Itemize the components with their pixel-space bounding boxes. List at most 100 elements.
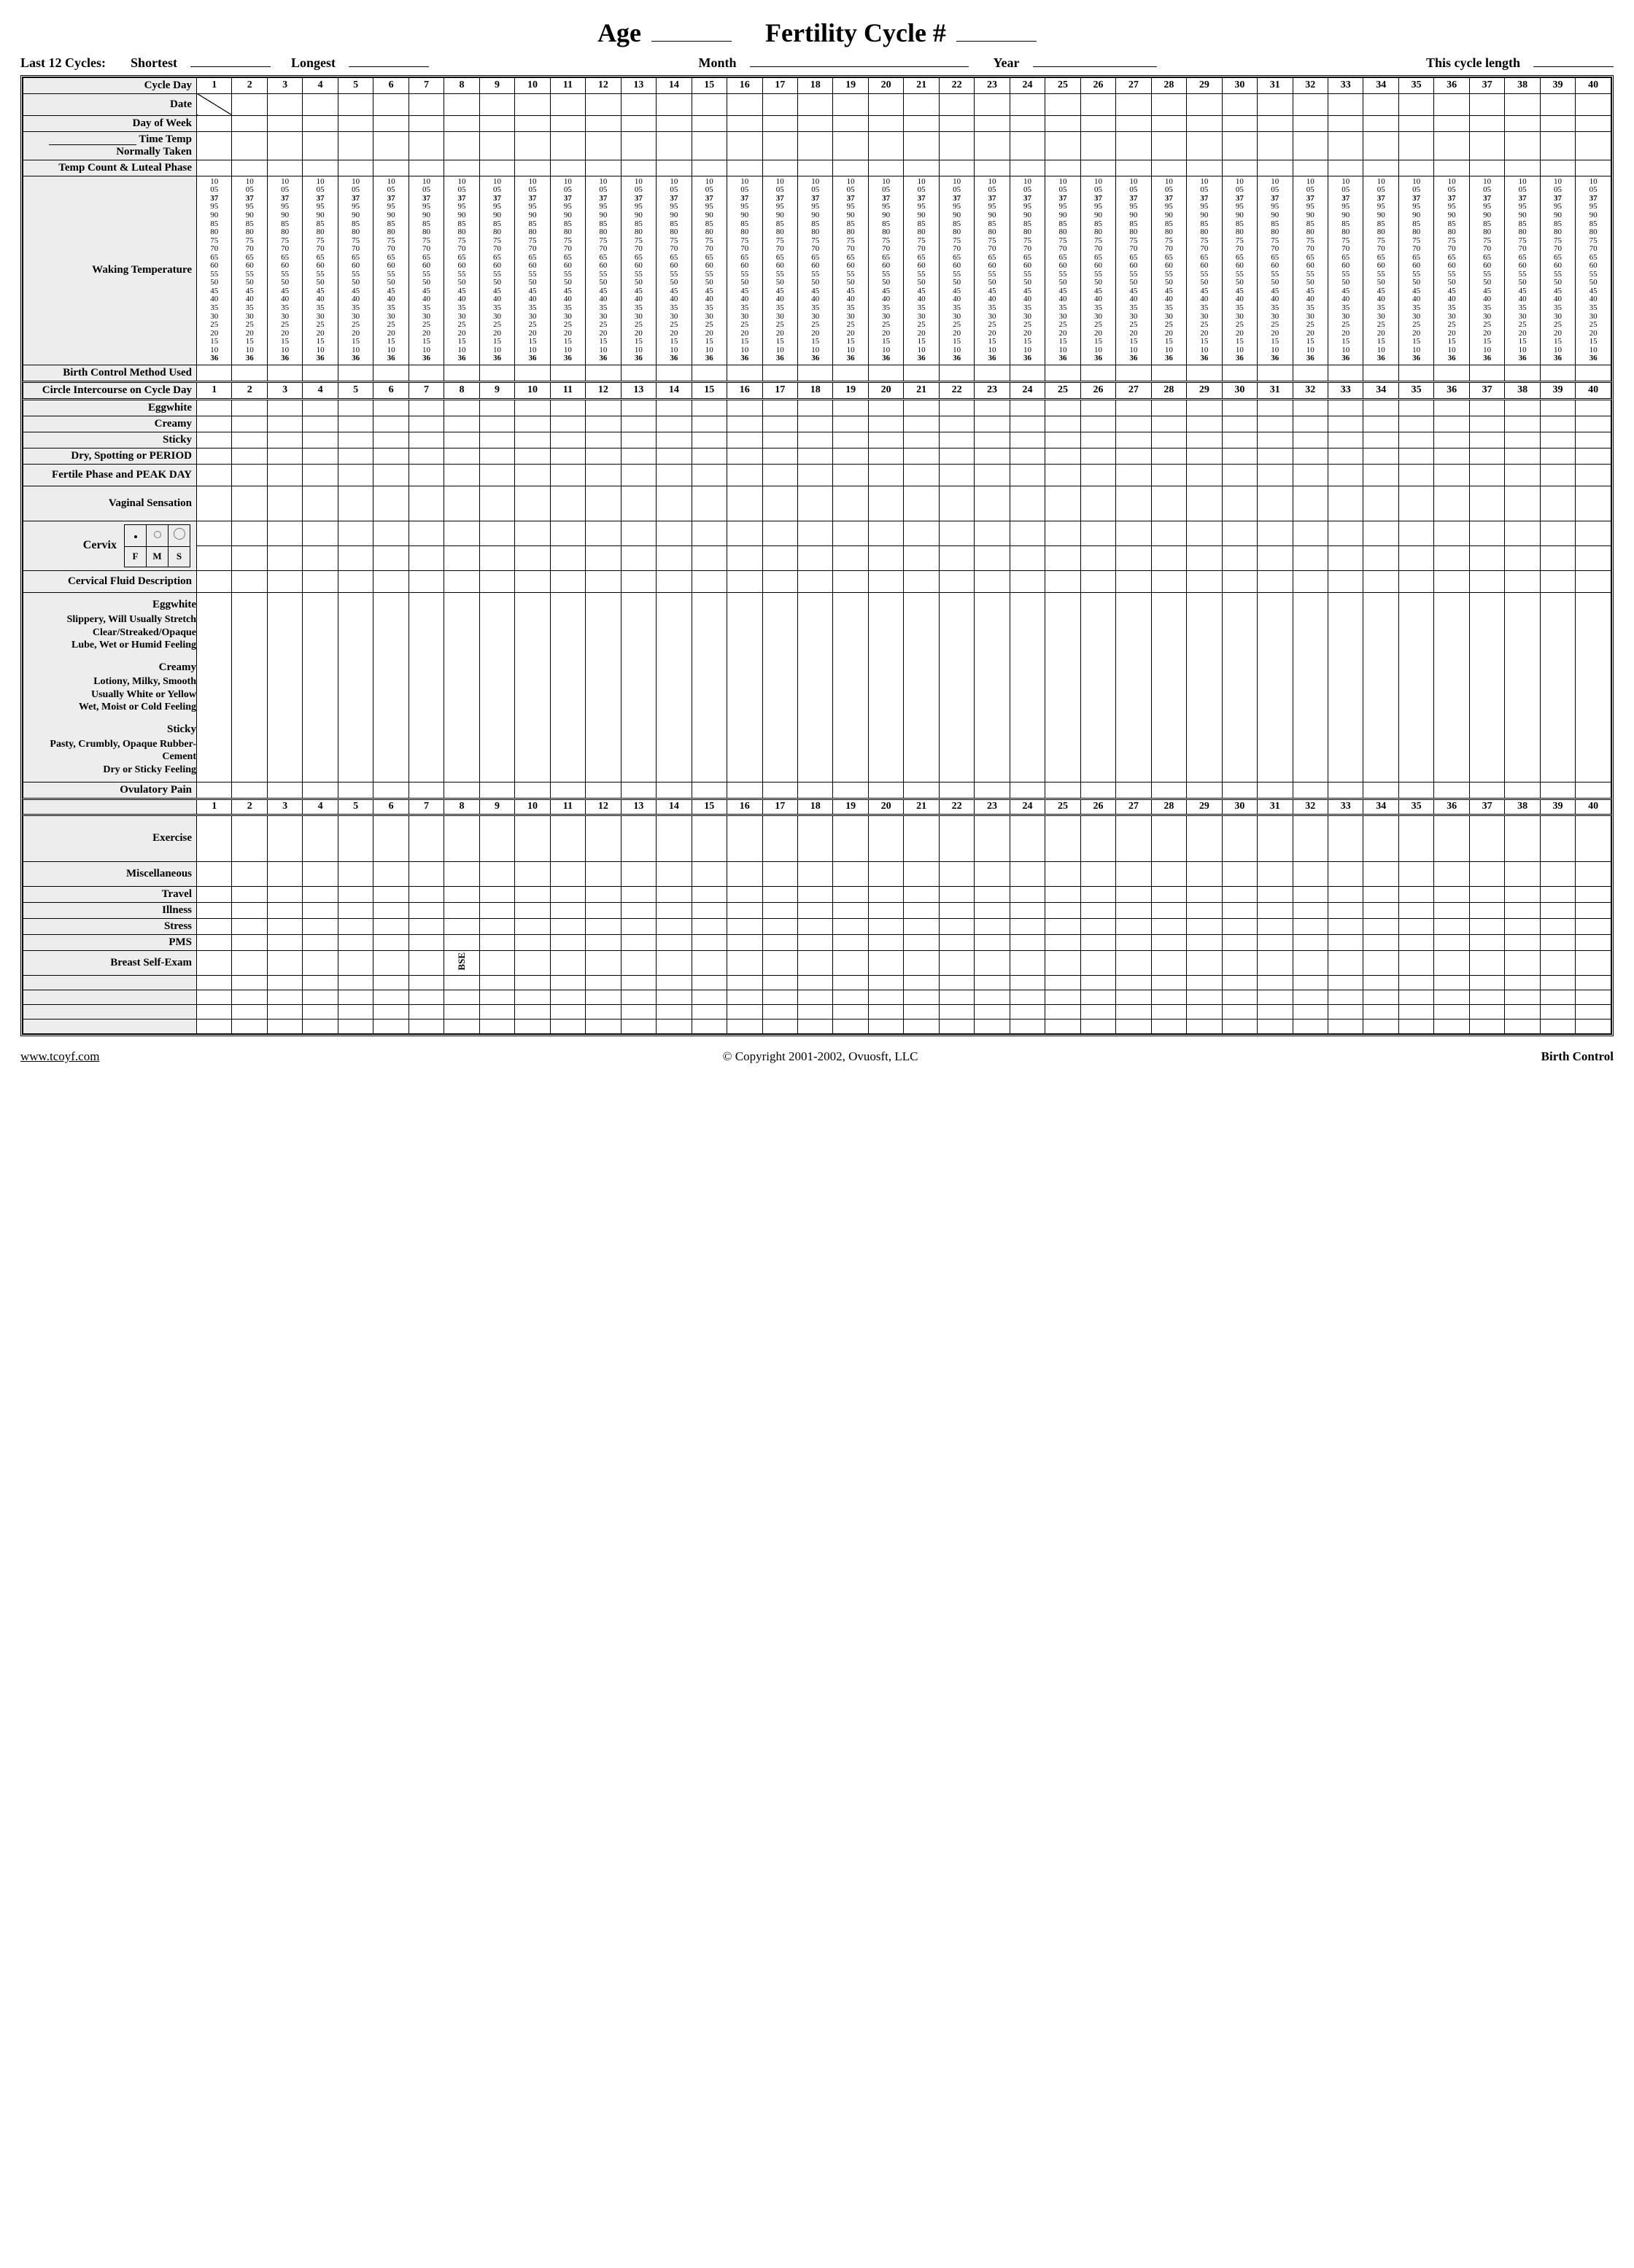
cf-sticky-line: Cement — [23, 750, 196, 764]
temp-column[interactable]: 1005379590858075706560555045403530252015… — [657, 176, 692, 365]
cf-sticky-line: Dry or Sticky Feeling — [23, 764, 196, 777]
row-date: Date — [170, 98, 192, 110]
row-cycle-day: Cycle Day — [144, 79, 192, 91]
month-label: Month — [699, 55, 737, 71]
year-blank[interactable] — [1033, 53, 1157, 67]
cf-eggwhite-line: Clear/Streaked/Opaque — [23, 626, 196, 640]
row-time-temp: Time Temp — [139, 133, 192, 145]
row-eggwhite: Eggwhite — [148, 402, 192, 413]
temp-column[interactable]: 1005379590858075706560555045403530252015… — [692, 176, 727, 365]
temp-column[interactable]: 1005379590858075706560555045403530252015… — [621, 176, 656, 365]
temp-column[interactable]: 1005379590858075706560555045403530252015… — [232, 176, 267, 365]
row-bse: Breast Self-Exam — [110, 957, 192, 968]
temp-column[interactable]: 1005379590858075706560555045403530252015… — [267, 176, 302, 365]
temp-column[interactable]: 1005379590858075706560555045403530252015… — [1080, 176, 1115, 365]
row-stress: Stress — [164, 920, 192, 932]
chart-frame: Cycle Day1234567891011121314151617181920… — [20, 75, 1614, 1036]
temp-column[interactable]: 1005379590858075706560555045403530252015… — [1151, 176, 1186, 365]
this-cycle-len-blank[interactable] — [1533, 53, 1614, 67]
row-fertile-peak: Fertile Phase and PEAK DAY — [52, 469, 192, 481]
cf-creamy-title: Creamy — [23, 661, 196, 675]
shortest-blank[interactable] — [190, 53, 271, 67]
row-travel: Travel — [162, 888, 192, 900]
cf-sticky-line: Pasty, Crumbly, Opaque Rubber- — [23, 738, 196, 751]
temp-column[interactable]: 1005379590858075706560555045403530252015… — [373, 176, 408, 365]
cf-eggwhite-line: Lube, Wet or Humid Feeling — [23, 639, 196, 652]
temp-column[interactable]: 1005379590858075706560555045403530252015… — [338, 176, 373, 365]
cervix-sym-dot — [125, 524, 147, 546]
time-temp-underline[interactable] — [49, 134, 136, 145]
cycle-number-blank[interactable] — [956, 28, 1037, 42]
bse-marker: BSE — [456, 952, 468, 971]
row-sticky: Sticky — [163, 434, 192, 446]
this-cycle-len-label: This cycle length — [1426, 55, 1520, 71]
longest-label: Longest — [291, 55, 336, 71]
temp-column[interactable]: 1005379590858075706560555045403530252015… — [797, 176, 832, 365]
row-pms: PMS — [169, 936, 192, 948]
temp-column[interactable]: 1005379590858075706560555045403530252015… — [1434, 176, 1469, 365]
temp-column[interactable]: 1005379590858075706560555045403530252015… — [515, 176, 550, 365]
row-ovulatory-pain: Ovulatory Pain — [120, 784, 192, 796]
longest-blank[interactable] — [349, 53, 429, 67]
temp-column[interactable]: 1005379590858075706560555045403530252015… — [1293, 176, 1328, 365]
cf-creamy-line: Usually White or Yellow — [23, 688, 196, 702]
temp-column[interactable]: 1005379590858075706560555045403530252015… — [727, 176, 762, 365]
row-misc: Miscellaneous — [126, 868, 192, 879]
row-exercise: Exercise — [152, 832, 192, 844]
footer-url[interactable]: www.tcoyf.com — [20, 1049, 99, 1064]
temp-column[interactable]: 1005379590858075706560555045403530252015… — [1258, 176, 1293, 365]
temp-column[interactable]: 1005379590858075706560555045403530252015… — [550, 176, 585, 365]
temp-column[interactable]: 1005379590858075706560555045403530252015… — [1222, 176, 1257, 365]
chart-grid: Cycle Day1234567891011121314151617181920… — [23, 77, 1611, 1034]
temp-column[interactable]: 1005379590858075706560555045403530252015… — [1469, 176, 1504, 365]
cf-eggwhite-title: Eggwhite — [23, 598, 196, 612]
row-waking-temp: Waking Temperature — [92, 264, 192, 276]
temp-column[interactable]: 1005379590858075706560555045403530252015… — [444, 176, 479, 365]
temp-column[interactable]: 1005379590858075706560555045403530252015… — [975, 176, 1010, 365]
temp-column[interactable]: 1005379590858075706560555045403530252015… — [939, 176, 974, 365]
cycle-number-label: Fertility Cycle # — [765, 18, 946, 48]
temp-column[interactable]: 1005379590858075706560555045403530252015… — [586, 176, 621, 365]
footer-right: Birth Control — [1541, 1049, 1614, 1064]
year-label: Year — [994, 55, 1020, 71]
cervix-key-s: S — [169, 546, 190, 567]
row-illness: Illness — [162, 904, 192, 916]
temp-column[interactable]: 1005379590858075706560555045403530252015… — [762, 176, 797, 365]
age-blank[interactable] — [651, 28, 732, 42]
shortest-label: Shortest — [131, 55, 177, 71]
temp-column[interactable]: 1005379590858075706560555045403530252015… — [1187, 176, 1222, 365]
row-cervix: Cervix — [83, 539, 117, 552]
temp-column[interactable]: 1005379590858075706560555045403530252015… — [1116, 176, 1151, 365]
temp-column[interactable]: 1005379590858075706560555045403530252015… — [1576, 176, 1611, 365]
temp-column[interactable]: 1005379590858075706560555045403530252015… — [1010, 176, 1045, 365]
cervix-sym-circle-sm — [147, 524, 169, 546]
last12-label: Last 12 Cycles: — [20, 55, 106, 71]
temp-column[interactable]: 1005379590858075706560555045403530252015… — [833, 176, 868, 365]
month-blank[interactable] — [750, 53, 969, 67]
row-creamy: Creamy — [155, 418, 192, 430]
temp-column[interactable]: 1005379590858075706560555045403530252015… — [1505, 176, 1540, 365]
temp-column[interactable]: 1005379590858075706560555045403530252015… — [197, 176, 232, 365]
temp-column[interactable]: 1005379590858075706560555045403530252015… — [303, 176, 338, 365]
cf-creamy-line: Lotiony, Milky, Smooth — [23, 675, 196, 688]
temp-column[interactable]: 1005379590858075706560555045403530252015… — [1328, 176, 1363, 365]
row-cf-desc: Cervical Fluid Description — [68, 575, 192, 587]
temp-column[interactable]: 1005379590858075706560555045403530252015… — [904, 176, 939, 365]
row-dow: Day of Week — [133, 117, 192, 129]
temp-column[interactable]: 1005379590858075706560555045403530252015… — [479, 176, 514, 365]
temp-column[interactable]: 1005379590858075706560555045403530252015… — [1363, 176, 1398, 365]
header-line-2: Last 12 Cycles: Shortest Longest Month Y… — [20, 53, 1614, 71]
row-dry_spot_period: Dry, Spotting or PERIOD — [71, 450, 192, 462]
cervix-key-table: F M S — [124, 524, 190, 567]
footer-copyright: © Copyright 2001-2002, Ovuosft, LLC — [723, 1049, 918, 1064]
temp-column[interactable]: 1005379590858075706560555045403530252015… — [1540, 176, 1575, 365]
temp-column[interactable]: 1005379590858075706560555045403530252015… — [868, 176, 903, 365]
temp-column[interactable]: 1005379590858075706560555045403530252015… — [1398, 176, 1433, 365]
cervix-key-m: M — [147, 546, 169, 567]
temp-column[interactable]: 1005379590858075706560555045403530252015… — [408, 176, 444, 365]
page-footer: www.tcoyf.com © Copyright 2001-2002, Ovu… — [20, 1049, 1614, 1064]
row-normally-taken: Normally Taken — [26, 146, 192, 158]
cervix-block: Cervix F M S — [25, 524, 195, 567]
header-line-1: Age Fertility Cycle # — [20, 18, 1614, 48]
temp-column[interactable]: 1005379590858075706560555045403530252015… — [1045, 176, 1080, 365]
